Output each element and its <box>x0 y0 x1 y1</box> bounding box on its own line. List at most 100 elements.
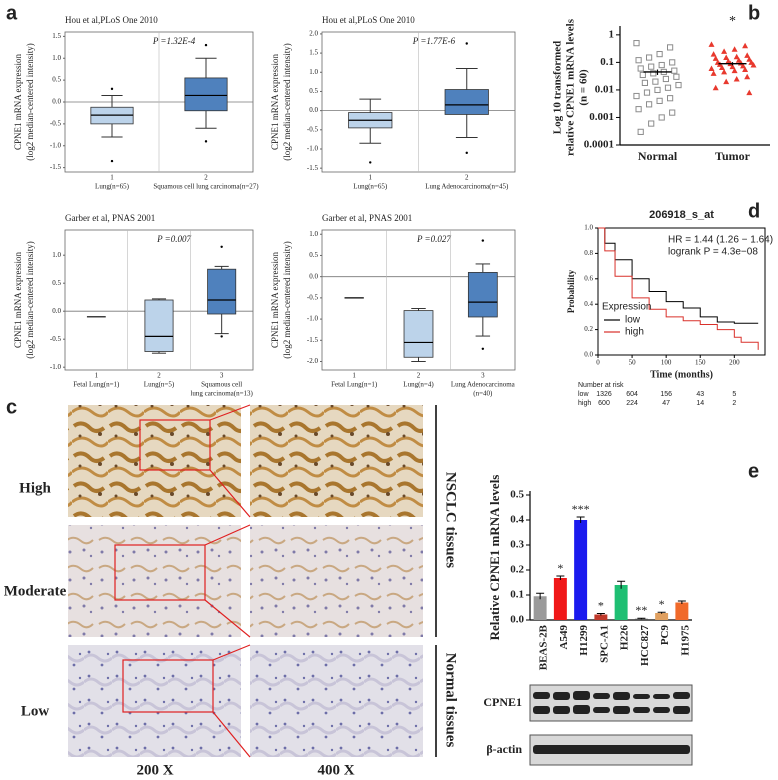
x-axis-label: Time (months) <box>650 369 713 380</box>
point <box>650 70 657 77</box>
y-axis-label: relative CPNE1 mRNA levels <box>565 18 577 156</box>
point <box>667 95 674 102</box>
blot-membrane <box>529 684 693 722</box>
survival-curve <box>598 227 759 350</box>
legend-label: low <box>625 315 641 326</box>
panel-letters: a b c d e <box>6 2 760 482</box>
panel-letter: d <box>748 200 760 222</box>
point <box>654 86 661 94</box>
y-tick-label: -1.0 <box>307 145 319 153</box>
row-label: High <box>19 480 51 496</box>
point <box>635 57 642 64</box>
bar <box>574 520 588 620</box>
y-tick-label: 0.5 <box>510 489 524 501</box>
point <box>639 71 646 79</box>
significance: ** <box>635 603 647 617</box>
point <box>723 54 730 61</box>
risk-count: 43 <box>696 391 704 398</box>
point <box>669 109 676 116</box>
y-tick-label: 0.5 <box>52 76 61 84</box>
point <box>658 114 665 121</box>
point <box>656 50 663 58</box>
risk-count: 5 <box>732 391 736 398</box>
significance: *** <box>572 502 590 516</box>
plot-frame <box>597 227 766 356</box>
point <box>633 92 640 100</box>
chart-title: Garber et al, PNAS 2001 <box>322 213 412 223</box>
y-tick-label: 0.4 <box>584 300 593 308</box>
bar <box>553 578 567 620</box>
point <box>637 128 644 135</box>
point <box>708 65 715 71</box>
point <box>658 61 665 69</box>
blot-label: CPNE1 <box>483 695 522 709</box>
plot-frame <box>321 229 516 371</box>
chart-title: Hou et al,PLoS One 2010 <box>322 15 415 25</box>
ihc-image <box>250 525 423 637</box>
y-tick-label: -1.0 <box>50 363 62 371</box>
point <box>646 101 653 108</box>
bar <box>675 602 689 620</box>
group-label: NSCLC tissues <box>443 472 459 568</box>
x-tick-label: Squamous cell lung carcinoma(n=27) <box>153 183 259 191</box>
outlier <box>481 239 485 242</box>
y-tick-label: 0.3 <box>510 539 524 551</box>
y-tick-label: 0.0 <box>52 98 61 106</box>
point <box>648 120 655 127</box>
y-tick-label: -0.5 <box>307 293 319 301</box>
x-tick-label: 150 <box>695 359 706 367</box>
point <box>723 78 730 85</box>
y-tick-label: -0.5 <box>307 125 319 133</box>
point <box>719 64 725 71</box>
y-axis-label: Probability <box>566 269 576 313</box>
x-tick-label: 0 <box>596 359 600 367</box>
significance: * <box>598 598 604 612</box>
y-tick-label: 0.4 <box>510 514 524 526</box>
point <box>635 106 642 113</box>
y-tick-label: -0.5 <box>50 119 62 127</box>
ihc-labels: High Moderate Low 200 X 400 X NSCLC tiss… <box>4 472 459 779</box>
x-tick-label: Squamous cell <box>201 381 242 389</box>
y-axis-label: Log 10 transformed <box>552 41 564 135</box>
y-tick-label: -1.0 <box>50 141 62 149</box>
category-number: 2 <box>465 174 469 182</box>
western-blot: CPNE1 β-actin <box>483 684 693 766</box>
point <box>721 48 728 54</box>
point <box>710 70 717 76</box>
point <box>652 78 659 85</box>
point <box>742 66 749 73</box>
risk-count: 604 <box>626 391 638 398</box>
row-label: Low <box>21 703 50 719</box>
box <box>467 272 498 318</box>
p-value: P =1.32E-4 <box>152 36 196 46</box>
point <box>710 51 717 57</box>
y-axis-label: CPNE1 mRNA expression <box>270 54 280 151</box>
y-tick-label: 1.0 <box>309 68 318 76</box>
point <box>721 68 728 75</box>
box <box>403 310 434 358</box>
x-tick-label: H226 <box>619 625 631 651</box>
x-tick-label: 50 <box>629 359 637 367</box>
outlier <box>110 87 114 91</box>
legend-label: high <box>625 327 644 338</box>
risk-row-name: low <box>578 391 589 398</box>
y-tick-label: 1.0 <box>52 54 61 62</box>
y-axis-label: CPNE1 mRNA expression <box>13 54 23 151</box>
y-tick-label: 0.2 <box>584 325 593 333</box>
row-label: Moderate <box>4 583 67 599</box>
y-tick-label: 0.1 <box>600 56 614 68</box>
point <box>648 63 655 70</box>
point <box>744 73 751 80</box>
y-tick-label: -1.5 <box>307 164 319 172</box>
risk-count: 224 <box>626 400 638 407</box>
zoom-insets <box>114 404 251 758</box>
y-tick-label: 0.0 <box>52 307 61 315</box>
y-tick-label: -2.0 <box>307 357 319 365</box>
x-tick-label: 200 <box>729 359 740 367</box>
y-axis-label: (log2 median-centered intensity) <box>25 43 35 160</box>
y-axis-label: (log2 median-centered intensity) <box>282 43 292 160</box>
y-tick-label: -1.5 <box>50 163 62 171</box>
p-value: P =1.77E-6 <box>412 36 456 46</box>
x-tick-label: PC9 <box>659 625 671 646</box>
y-tick-label: 1.5 <box>309 49 318 57</box>
